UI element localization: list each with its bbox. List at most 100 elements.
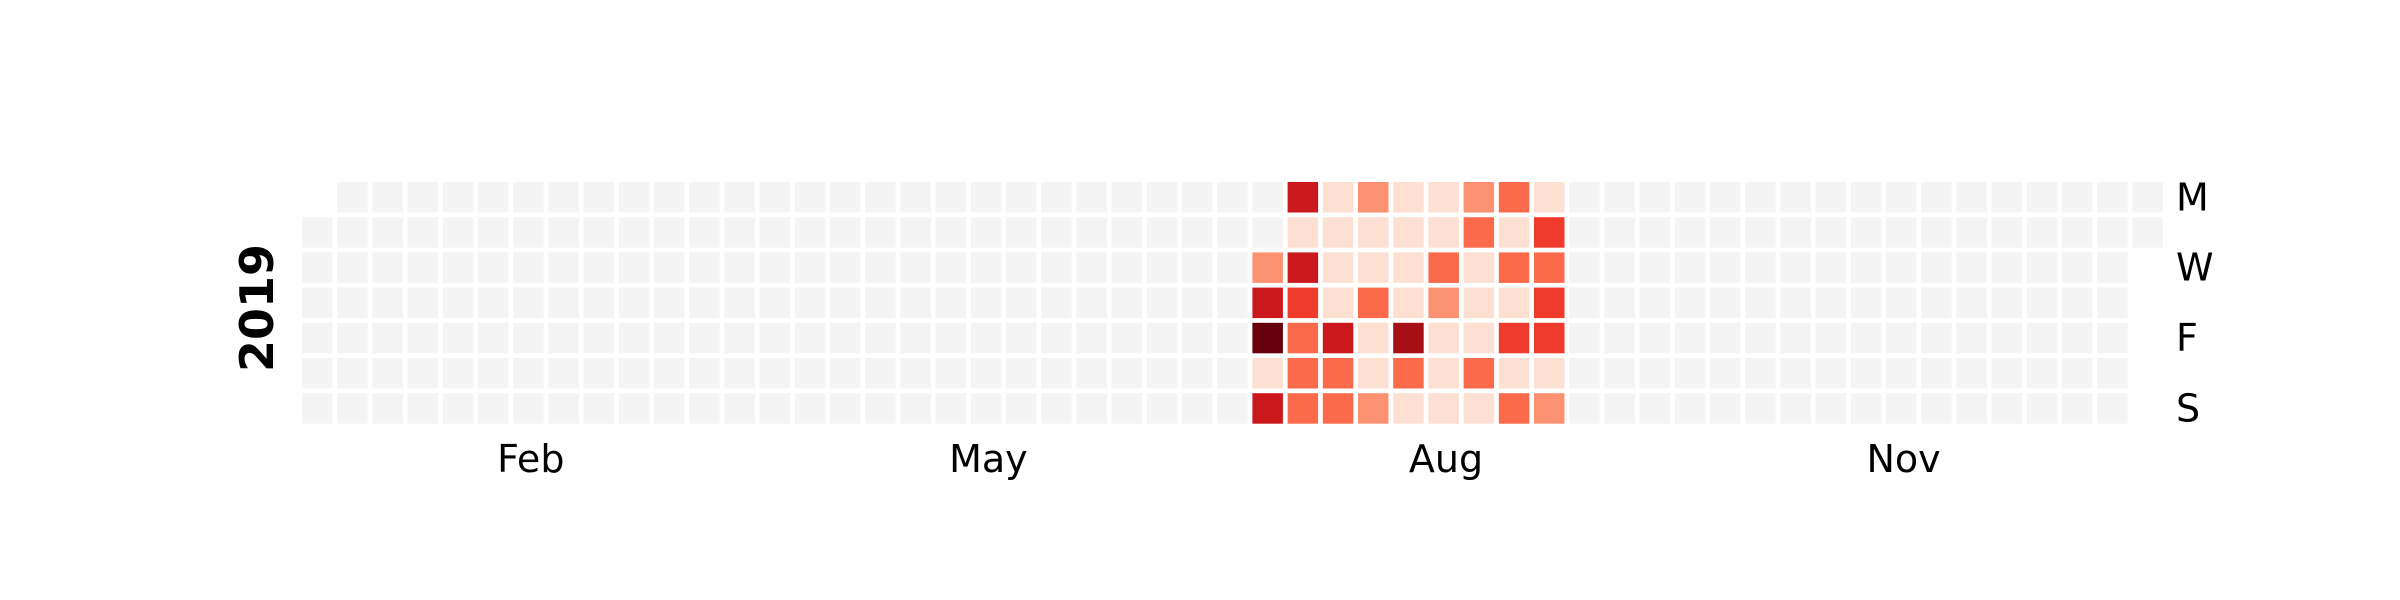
heatmap-cell: [1041, 287, 1072, 319]
weekday-tick-label: F: [2176, 316, 2198, 360]
heatmap-cell: [1393, 358, 1424, 389]
heatmap-cell: [1604, 358, 1635, 389]
heatmap-cell: [1006, 252, 1037, 283]
heatmap-cell: [1745, 393, 1776, 424]
heatmap-cell: [1710, 322, 1741, 354]
heatmap-cell: [548, 393, 579, 424]
heatmap-cell: [724, 217, 755, 248]
heatmap-cell: [1710, 182, 1741, 213]
heatmap-cell: [970, 393, 1002, 424]
heatmap-cell: [1569, 287, 1600, 319]
heatmap-cell: [724, 287, 755, 319]
heatmap-cell: [1569, 182, 1600, 213]
heatmap-cell: [900, 182, 931, 213]
month-tick-label: Nov: [1867, 437, 1941, 481]
heatmap-cell: [548, 287, 579, 319]
heatmap-cell: [759, 393, 791, 424]
heatmap-cell: [1006, 322, 1037, 354]
heatmap-cell: [1674, 322, 1706, 354]
heatmap-cell: [513, 393, 544, 424]
heatmap-cell: [1287, 252, 1319, 283]
heatmap-cell: [759, 217, 791, 248]
heatmap-cell: [513, 287, 544, 319]
heatmap-cell: [618, 252, 650, 283]
heatmap-cell: [1041, 252, 1072, 283]
heatmap-cell: [865, 287, 896, 319]
heatmap-cell: [1146, 287, 1178, 319]
heatmap-cell: [654, 287, 685, 319]
heatmap-cell: [900, 322, 931, 354]
heatmap-cell: [654, 358, 685, 389]
weekday-tick-label: W: [2176, 246, 2214, 290]
heatmap-cell: [1991, 322, 2023, 354]
heatmap-cell: [407, 217, 439, 248]
heatmap-cell: [865, 252, 896, 283]
heatmap-cell: [442, 393, 474, 424]
heatmap-cell: [1393, 252, 1424, 283]
heatmap-cell: [900, 252, 931, 283]
heatmap-cell: [548, 182, 579, 213]
heatmap-cell: [1604, 393, 1635, 424]
heatmap-cell: [935, 358, 967, 389]
heatmap-cell: [865, 182, 896, 213]
heatmap-cell: [442, 217, 474, 248]
heatmap-cell: [1146, 393, 1178, 424]
heatmap-cell: [970, 322, 1002, 354]
heatmap-cell: [1006, 287, 1037, 319]
heatmap-cell: [830, 287, 861, 319]
heatmap-cell: [1534, 287, 1565, 319]
heatmap-cell: [1111, 287, 1143, 319]
heatmap-cell: [442, 322, 474, 354]
heatmap-cell: [900, 287, 931, 319]
heatmap-cell: [2062, 393, 2093, 424]
heatmap-cell: [2097, 182, 2128, 213]
heatmap-cell: [1956, 393, 1987, 424]
heatmap-cell: [618, 217, 650, 248]
heatmap-cell: [407, 182, 439, 213]
heatmap-cell: [1991, 252, 2023, 283]
heatmap-cell: [583, 217, 615, 248]
heatmap-cell: [1815, 287, 1847, 319]
heatmap-cell: [1111, 217, 1143, 248]
heatmap-cell: [1815, 182, 1847, 213]
year-label: 2019: [230, 244, 284, 372]
heatmap-cell: [1921, 322, 1952, 354]
heatmap-cell: [1921, 393, 1952, 424]
heatmap-cell: [1287, 358, 1319, 389]
heatmap-cell: [1498, 252, 1530, 283]
heatmap-cell: [1569, 393, 1600, 424]
heatmap-cell: [618, 287, 650, 319]
heatmap-cell: [1217, 393, 1248, 424]
heatmap-cell: [1463, 252, 1495, 283]
heatmap-cell: [372, 393, 403, 424]
heatmap-cell: [1534, 252, 1565, 283]
heatmap-cell: [1639, 287, 1671, 319]
heatmap-cell: [1428, 393, 1459, 424]
heatmap-cell: [1463, 393, 1495, 424]
heatmap-cell: [830, 252, 861, 283]
heatmap-cell: [1604, 217, 1635, 248]
heatmap-cell: [1850, 252, 1882, 283]
heatmap-cell: [1322, 358, 1354, 389]
heatmap-cell: [1850, 358, 1882, 389]
heatmap-cell: [337, 358, 368, 389]
heatmap-cell: [2097, 287, 2128, 319]
heatmap-cell: [1076, 252, 1107, 283]
heatmap-cell: [654, 393, 685, 424]
heatmap-cell: [337, 217, 368, 248]
heatmap-cell: [830, 358, 861, 389]
heatmap-cell: [935, 393, 967, 424]
heatmap-cell: [1111, 182, 1143, 213]
month-tick-label: Aug: [1409, 437, 1483, 481]
heatmap-cell: [1111, 252, 1143, 283]
heatmap-cell: [1217, 322, 1248, 354]
heatmap-cell: [759, 322, 791, 354]
heatmap-cell: [1921, 358, 1952, 389]
heatmap-cell: [2062, 217, 2093, 248]
heatmap-cell: [1956, 322, 1987, 354]
heatmap-cell: [478, 393, 509, 424]
heatmap-cell: [1639, 217, 1671, 248]
heatmap-cell: [548, 358, 579, 389]
heatmap-cell: [1956, 287, 1987, 319]
heatmap-cell: [1534, 217, 1565, 248]
